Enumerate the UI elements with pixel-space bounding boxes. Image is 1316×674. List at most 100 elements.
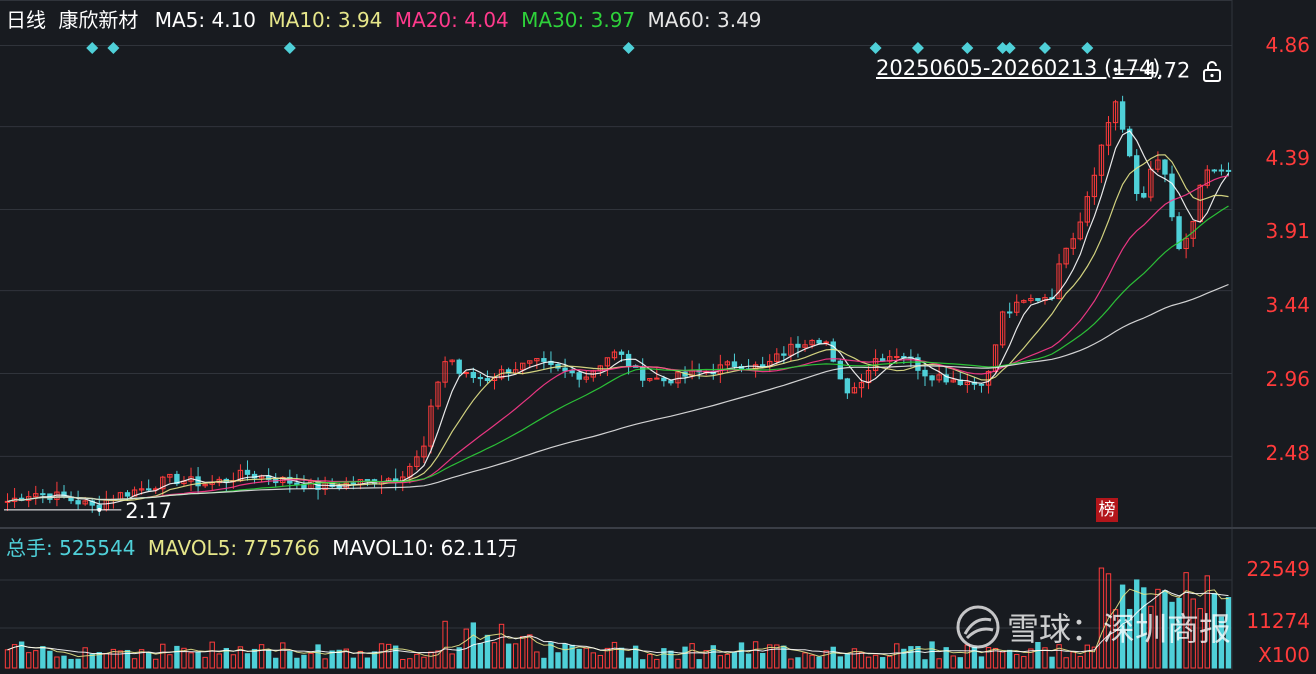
volume-bar [576, 648, 582, 669]
event-diamond-marker [86, 42, 99, 54]
volume-bar [160, 643, 166, 669]
ma30-label: MA30: 3.97 [521, 8, 636, 32]
candle-body [1155, 159, 1161, 170]
volume-bar [999, 651, 1006, 669]
volume-bar [287, 651, 293, 669]
ranking-badge[interactable]: 榜 [1096, 498, 1118, 522]
volume-bar [611, 641, 618, 669]
volume-bar [1112, 609, 1119, 669]
volume-bar [322, 658, 328, 669]
volume-bar [992, 647, 999, 669]
candle-body [75, 500, 81, 505]
lock-icon[interactable] [1202, 60, 1222, 82]
volume-bar [1098, 567, 1105, 669]
candle-body [816, 339, 822, 344]
total-volume-label: 总手: 525544 [6, 536, 136, 560]
volume-tick-label: 22549 [1246, 557, 1310, 581]
volume-bar [364, 657, 371, 669]
candle-body [1119, 101, 1126, 130]
volume-bar [1021, 656, 1027, 669]
candle-body [830, 341, 836, 362]
candle-body [1014, 301, 1020, 313]
candle-body [999, 311, 1006, 346]
candle-body [1176, 216, 1182, 250]
volume-bar [929, 641, 935, 669]
volume-bar [336, 649, 342, 669]
candle-body [759, 364, 766, 367]
price-header: 日线 康欣新材 MA5: 4.10 MA10: 3.94 MA20: 4.04 … [6, 8, 768, 32]
volume-bar [223, 647, 229, 669]
price-tick-label: 2.48 [1265, 441, 1310, 465]
volume-bar [809, 654, 815, 669]
candle-body [1098, 144, 1105, 176]
volume-bar [1155, 588, 1161, 669]
candle-body [364, 479, 371, 482]
candle-body [625, 353, 632, 367]
volume-bar [767, 644, 773, 669]
volume-bar [251, 648, 258, 669]
candle-body [604, 357, 611, 367]
ma60-line [7, 283, 1229, 502]
candle-body [731, 361, 738, 367]
event-diamond-marker [622, 42, 635, 54]
volume-bar [18, 641, 25, 669]
volume-bar [1007, 649, 1013, 669]
volume-bar [788, 658, 794, 669]
volume-bar [647, 653, 653, 669]
candle-body [964, 381, 971, 386]
volume-bar [407, 658, 413, 669]
volume-bar [188, 652, 194, 669]
volume-bar [618, 647, 625, 669]
candle-body [675, 371, 681, 384]
volume-bar [378, 643, 385, 669]
volume-bar [1028, 648, 1034, 669]
event-diamond-marker [283, 42, 296, 54]
volume-bar [894, 643, 900, 669]
candle-body [1056, 263, 1062, 300]
volume-bar [400, 658, 406, 669]
candle-body [477, 377, 484, 380]
volume-bar [922, 659, 928, 669]
volume-bar [350, 657, 357, 669]
price-tick-label: 3.44 [1265, 293, 1310, 317]
event-diamond-marker [107, 42, 120, 54]
volume-bar [33, 650, 39, 669]
volume-bar [1056, 644, 1062, 669]
price-tick-label: 3.91 [1265, 219, 1310, 243]
volume-bar [265, 649, 272, 669]
date-range-label[interactable]: 20250605-20260213 (174) [876, 56, 1161, 80]
candle-body [520, 362, 526, 371]
volume-bar [745, 653, 752, 669]
candle-body [1162, 159, 1168, 175]
period-label[interactable]: 日线 [6, 8, 46, 32]
candle-body [484, 378, 491, 382]
ma30-line [7, 205, 1229, 502]
volume-bar [124, 649, 131, 669]
candle-body [936, 374, 942, 381]
candle-body [1112, 101, 1119, 124]
volume-bar [668, 650, 674, 669]
volume-bar [26, 652, 32, 669]
candle-body [1028, 298, 1034, 302]
candle-body [294, 482, 300, 485]
candle-body [583, 376, 589, 380]
volume-bar [541, 657, 547, 669]
candle-body [844, 378, 851, 394]
volume-bar [491, 642, 498, 669]
volume-bar [802, 652, 808, 669]
volume-bar [131, 658, 138, 669]
candle-body [929, 375, 935, 381]
candle-body [160, 476, 166, 490]
watermark: 雪球：深圳商报 [955, 604, 1231, 650]
volume-bar [1035, 641, 1041, 669]
volume-bar [68, 658, 74, 669]
mavol10-line [7, 589, 1229, 655]
volume-bar [844, 653, 851, 669]
ma60-label: MA60: 3.49 [647, 8, 762, 32]
candle-body [449, 359, 455, 363]
volume-bar [858, 651, 865, 669]
candle-body [1007, 311, 1013, 314]
event-diamond-marker [996, 42, 1009, 54]
